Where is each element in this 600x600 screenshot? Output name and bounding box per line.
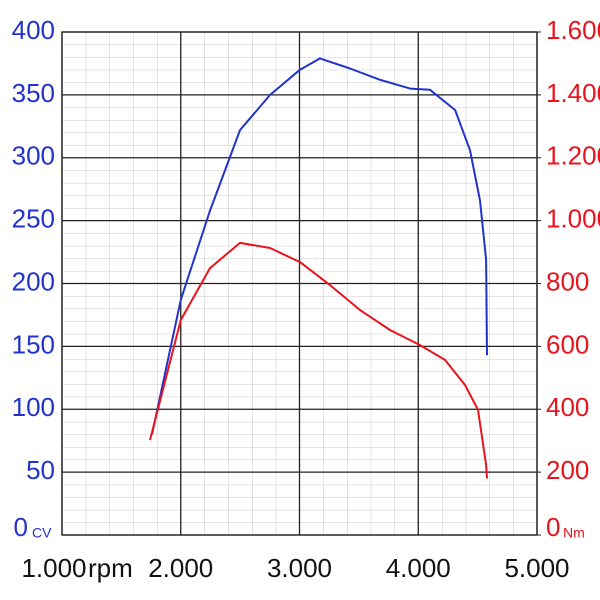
series-line <box>149 241 488 479</box>
x-tick-label: 1.000 <box>21 553 86 583</box>
y-tick-label: 50 <box>26 455 55 485</box>
y2-tick-label: 0 <box>546 512 560 542</box>
y2-tick-label: 200 <box>546 455 589 485</box>
y-tick-label: 250 <box>12 204 55 234</box>
plot-frame <box>61 31 538 536</box>
x-unit: rpm <box>88 553 133 583</box>
x-tick-label: 2.000 <box>148 553 213 583</box>
series-line <box>151 57 488 435</box>
y2-tick-label: 1.600 <box>546 15 600 45</box>
y2-tick-label: 1.000 <box>546 204 600 234</box>
y2-tick-label: 1.400 <box>546 78 600 108</box>
y-tick-label: 0 <box>14 512 28 542</box>
y-tick-label: 100 <box>12 392 55 422</box>
y-tick-label: 150 <box>12 329 55 359</box>
y2-tick-label: 1.200 <box>546 141 600 171</box>
y-tick-label: 200 <box>12 266 55 296</box>
x-tick-label: 3.000 <box>267 553 332 583</box>
y2-tick-label: 400 <box>546 392 589 422</box>
y2-unit: Nm <box>563 525 585 541</box>
y-unit: CV <box>32 525 52 541</box>
y-tick-label: 350 <box>12 78 55 108</box>
y2-tick-label: 800 <box>546 266 589 296</box>
y-tick-label: 400 <box>12 15 55 45</box>
y2-tick-label: 600 <box>546 329 589 359</box>
x-tick-label: 5.000 <box>504 553 569 583</box>
y-tick-label: 300 <box>12 141 55 171</box>
x-tick-label: 4.000 <box>386 553 451 583</box>
